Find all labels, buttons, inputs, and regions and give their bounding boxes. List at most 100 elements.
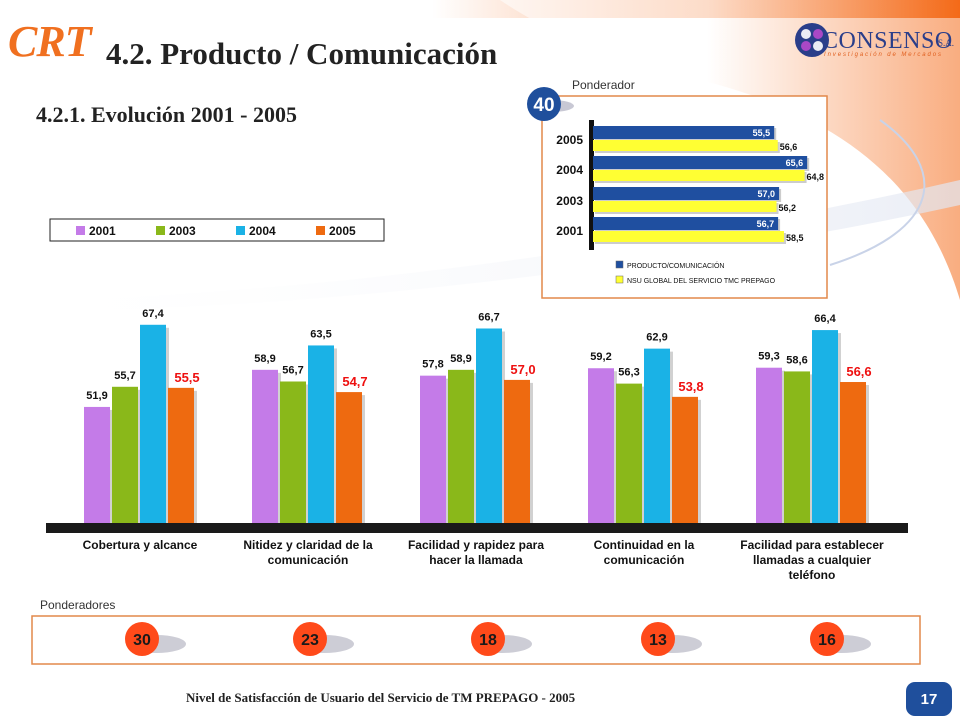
- data-label-2001: 59,2: [590, 351, 611, 363]
- data-label-2003: 56,7: [282, 364, 303, 376]
- main-legend-swatch-2001: [76, 226, 85, 235]
- side-label-producto: 57,0: [758, 189, 776, 199]
- main-legend: 2001 2003 2004 2005: [49, 218, 385, 242]
- category-label: teléfono: [789, 568, 836, 582]
- main-legend-box: [49, 218, 385, 242]
- side-bar-nsu: [593, 201, 777, 212]
- data-label-2005: 56,6: [846, 364, 871, 379]
- side-bar-producto: [593, 217, 779, 230]
- footer-text: Nivel de Satisfacción de Usuario del Ser…: [186, 690, 576, 705]
- ponderador-badge-value: 13: [649, 632, 667, 649]
- side-bar-nsu: [593, 231, 784, 242]
- consenso-logo-tagline: Investigación de Mercados: [824, 52, 943, 58]
- ponderador-badge: [527, 87, 561, 121]
- ponderador-label: Ponderador: [572, 78, 635, 92]
- data-label-2004: 63,5: [310, 328, 331, 340]
- data-label-2001: 58,9: [254, 353, 275, 365]
- category-group: 59,3 58,6 66,4 56,6: [756, 313, 872, 526]
- ponderador-badge-value: 18: [479, 632, 497, 649]
- category-label: Continuidad en la: [594, 538, 695, 552]
- data-label-2004: 67,4: [142, 308, 164, 320]
- side-category-label: 2005: [556, 133, 583, 147]
- ponderadores-label: Ponderadores: [40, 598, 116, 612]
- side-label-nsu: 64,8: [807, 172, 825, 182]
- bar-2005: [336, 392, 362, 523]
- bar-2003: [112, 386, 138, 523]
- side-label-nsu: 56,6: [780, 142, 798, 152]
- bar-2004: [644, 348, 670, 523]
- bar-2004: [476, 328, 502, 523]
- page-number: 17: [906, 682, 952, 716]
- side-category-label: 2001: [556, 224, 583, 238]
- data-label-2003: 55,7: [114, 370, 135, 382]
- side-legend-swatch: [615, 275, 624, 284]
- side-chart: 40 2005 55,5 56,6 2004 65,664,8 2003 57,056,2 20…: [527, 87, 828, 299]
- data-label-2001: 51,9: [86, 390, 107, 402]
- ponderador-badge: [125, 622, 159, 656]
- bar-2005: [504, 379, 530, 523]
- bar-2003: [280, 381, 306, 523]
- consenso-logo-text: CONSENSO: [822, 28, 953, 54]
- data-label-2004: 66,4: [814, 313, 836, 325]
- category-label: Cobertura y alcance: [83, 538, 198, 552]
- main-legend-label-2005: 2005: [329, 224, 356, 238]
- page-title: 4.2. Producto / Comunicación: [106, 36, 498, 71]
- bar-2003: [784, 371, 810, 523]
- category-label: hacer la llamada: [429, 553, 523, 567]
- ponderador-value: 40: [533, 95, 554, 116]
- ponderadores-panel: 30 23 18 13 16: [31, 615, 921, 665]
- main-axis-baseline: [46, 523, 908, 533]
- data-label-2001: 59,3: [758, 351, 779, 363]
- side-bar-producto: [593, 126, 775, 139]
- data-label-2001: 57,8: [422, 359, 443, 371]
- side-legend-label: NSU GLOBAL DEL SERVICIO TMC PREPAGO: [627, 278, 776, 285]
- ponderador-badge-value: 23: [301, 632, 319, 649]
- data-label-2003: 58,6: [786, 354, 807, 366]
- data-label-2004: 66,7: [478, 311, 499, 323]
- main-legend-swatch-2003: [156, 226, 165, 235]
- main-legend-label-2001: 2001: [89, 224, 116, 238]
- bar-2004: [308, 345, 334, 523]
- ponderador-badge: [810, 622, 844, 656]
- data-label-2005: 57,0: [510, 362, 535, 377]
- category-group: 51,9 55,7 67,4 55,5: [84, 308, 200, 526]
- data-label-2005: 53,8: [678, 379, 703, 394]
- side-bar-nsu: [593, 170, 805, 181]
- ponderador-badge-value: 30: [133, 632, 151, 649]
- side-legend-label: PRODUCTO/COMUNICACIÓN: [627, 261, 724, 270]
- side-category-label: 2004: [556, 163, 583, 177]
- ponderador-badge-value: 16: [818, 632, 836, 649]
- consenso-logo-suffix: S.A.: [938, 38, 955, 48]
- category-label: Nitidez y claridad de la: [243, 538, 373, 552]
- bar-2005: [672, 396, 698, 523]
- bar-2001: [84, 406, 110, 523]
- ponderador-badge: [641, 622, 675, 656]
- data-label-2005: 55,5: [174, 370, 199, 385]
- main-legend-label-2004: 2004: [249, 224, 276, 238]
- page-subtitle: 4.2.1. Evolución 2001 - 2005: [36, 102, 297, 127]
- category-label: comunicación: [268, 553, 349, 567]
- bar-2001: [252, 369, 278, 523]
- main-legend-swatch-2005: [316, 226, 325, 235]
- category-label: Facilidad para establecer: [740, 538, 884, 552]
- data-label-2004: 62,9: [646, 332, 667, 344]
- category-label: Facilidad y rapidez para: [408, 538, 544, 552]
- side-bar-producto: [593, 187, 780, 200]
- bar-2004: [812, 330, 838, 523]
- bar-2005: [840, 382, 866, 523]
- bar-2005: [168, 387, 194, 523]
- bar-2001: [420, 375, 446, 523]
- main-chart: 2001 2003 2004 2005 51,9 55,7 67,4 55,5 Cobertur…: [46, 218, 908, 582]
- crt-logo: CRT: [8, 17, 92, 66]
- data-label-2005: 54,7: [342, 374, 367, 389]
- category-label: comunicación: [604, 553, 685, 567]
- ponderador-badge: [471, 622, 505, 656]
- side-bar-producto: [593, 156, 808, 169]
- side-bar-nsu: [593, 140, 778, 151]
- bar-2003: [616, 383, 642, 523]
- ponderador-badge: [293, 622, 327, 656]
- main-legend-label-2003: 2003: [169, 224, 196, 238]
- category-label: llamadas a cualquier: [753, 553, 871, 567]
- category-group: 57,8 58,9 66,7 57,0: [420, 311, 536, 526]
- bar-2001: [756, 367, 782, 523]
